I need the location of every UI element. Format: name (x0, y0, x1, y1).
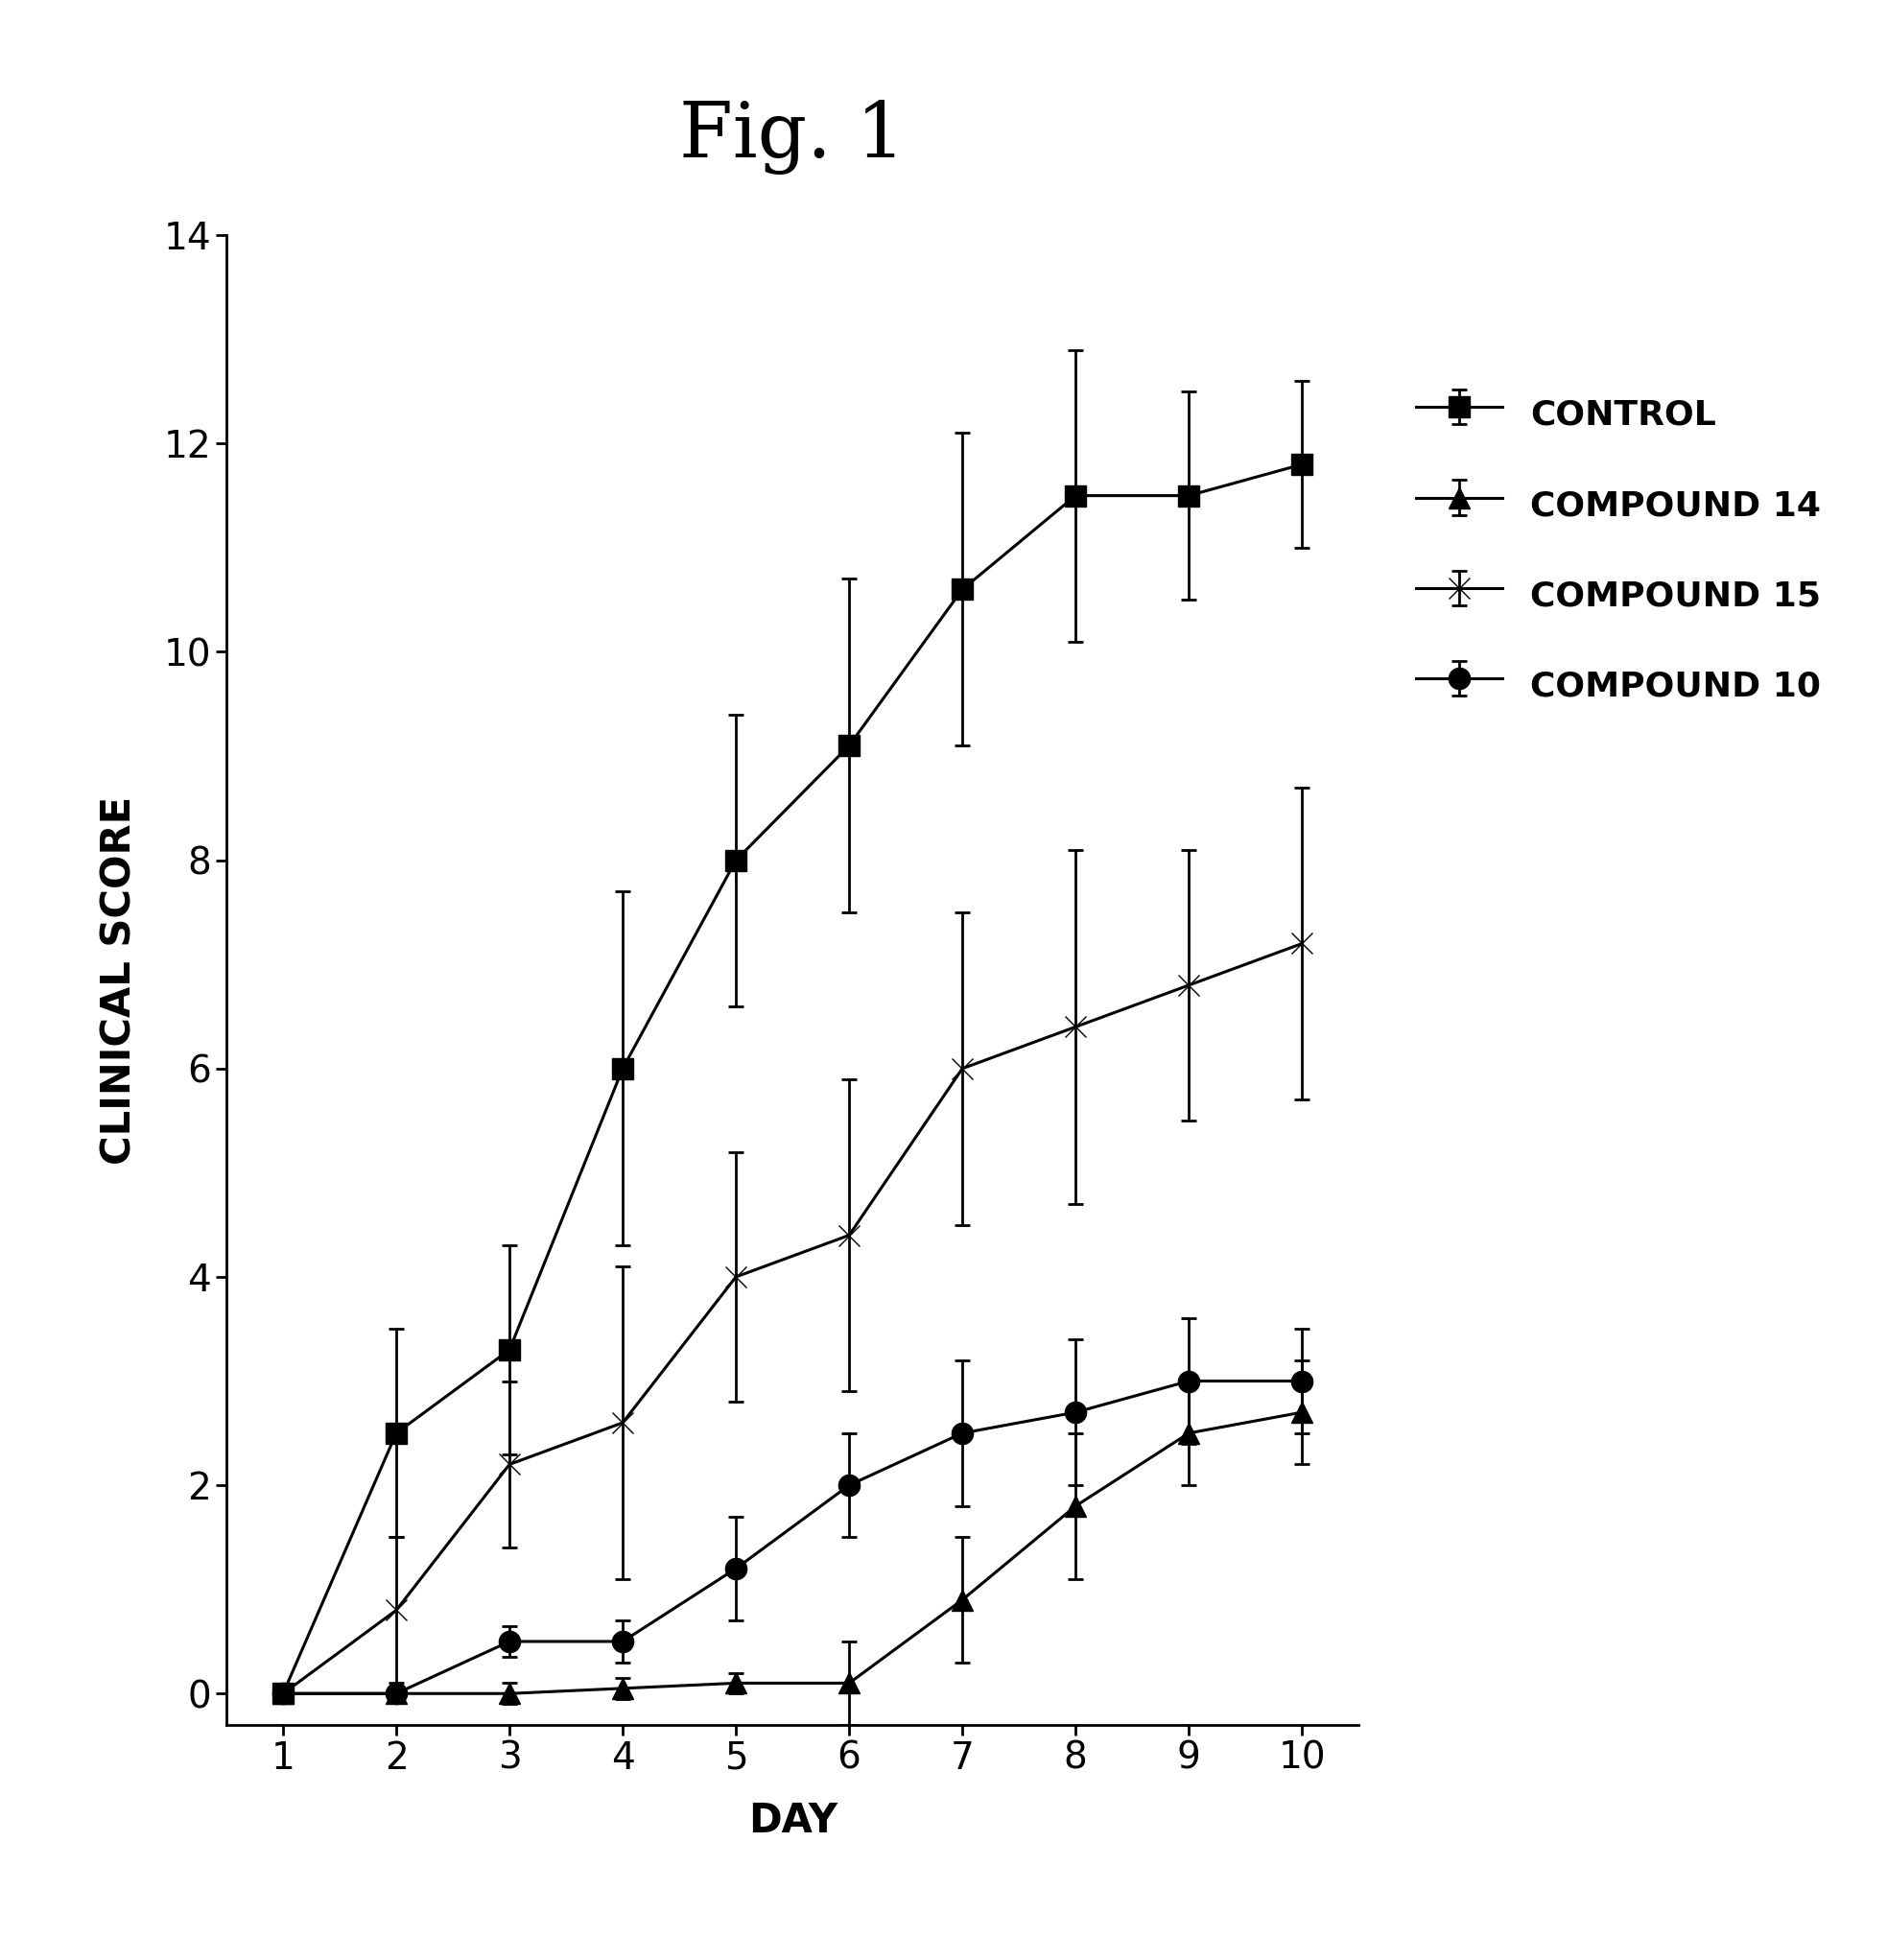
Legend: CONTROL, COMPOUND 14, COMPOUND 15, COMPOUND 10: CONTROL, COMPOUND 14, COMPOUND 15, COMPO… (1398, 372, 1838, 727)
X-axis label: DAY: DAY (747, 1801, 838, 1840)
Text: Fig. 1: Fig. 1 (679, 100, 906, 174)
Y-axis label: CLINICAL SCORE: CLINICAL SCORE (100, 796, 140, 1164)
